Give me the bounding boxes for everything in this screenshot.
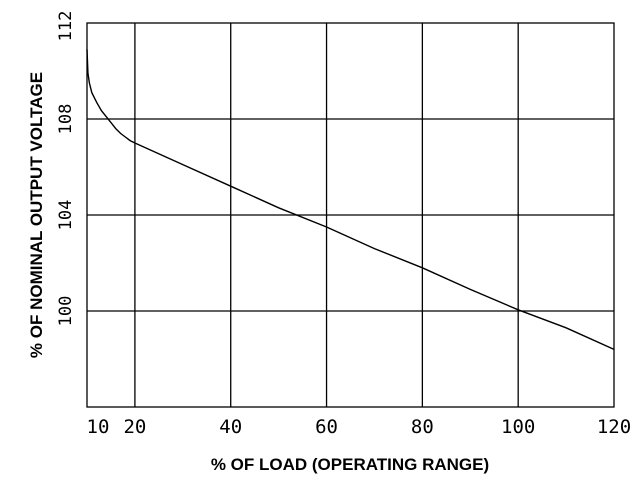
x-tick-labels: 10 20 40 60 80 100 120 <box>87 416 632 438</box>
x-tick-label: 80 <box>411 416 434 438</box>
x-tick-label: 100 <box>501 416 535 438</box>
y-tick-label: 112 <box>56 11 76 42</box>
y-tick-label: 104 <box>56 200 76 231</box>
series-line <box>86 49 615 351</box>
x-tick-label: 120 <box>597 416 631 438</box>
x-axis-title: % OF LOAD (OPERATING RANGE) <box>211 455 489 474</box>
x-tick-label: 10 <box>87 416 110 438</box>
x-tick-label: 20 <box>123 416 146 438</box>
x-tick-label: 60 <box>315 416 338 438</box>
y-tick-labels: 100 104 108 112 <box>56 11 76 327</box>
y-tick-label: 100 <box>56 296 76 327</box>
y-axis-title: % OF NOMINAL OUTPUT VOLTAGE <box>27 72 46 358</box>
x-tick-label: 40 <box>219 416 242 438</box>
grid-lines <box>87 23 614 407</box>
plot-frame <box>86 22 615 408</box>
y-tick-label: 108 <box>56 104 76 135</box>
